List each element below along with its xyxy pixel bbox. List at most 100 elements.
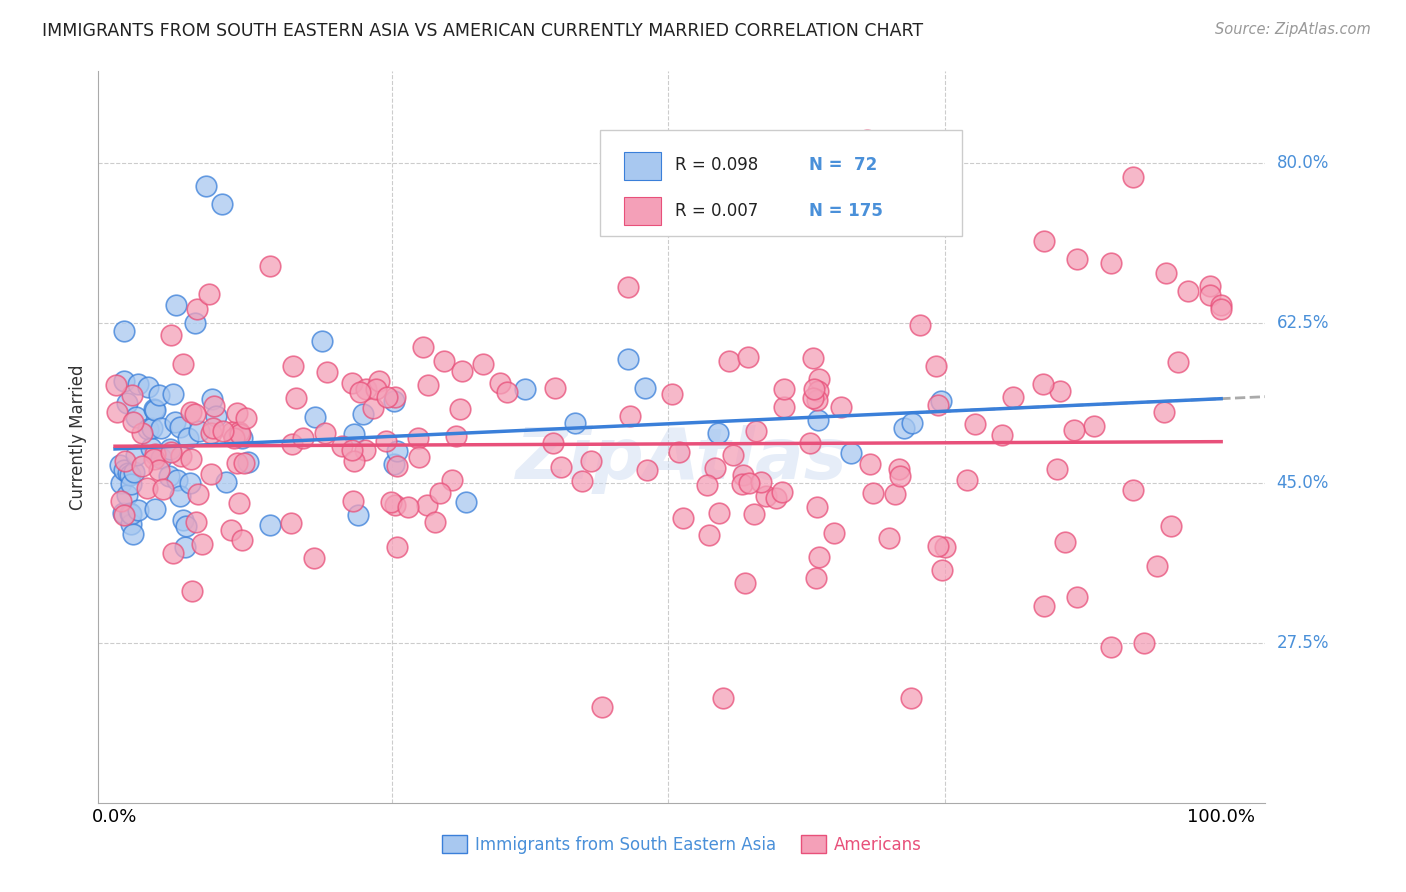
Point	[963, 417, 986, 431]
Point	[172, 512, 194, 526]
Point	[122, 415, 145, 429]
Text: N =  72: N = 72	[808, 156, 877, 174]
Bar	[624, 152, 661, 180]
Point	[162, 387, 184, 401]
Point	[550, 460, 572, 475]
Point	[221, 425, 243, 439]
Point	[112, 508, 135, 522]
FancyBboxPatch shape	[600, 130, 962, 235]
Point	[259, 260, 281, 274]
Point	[1146, 559, 1168, 574]
Point	[749, 475, 772, 490]
Point	[375, 390, 398, 404]
Point	[194, 178, 217, 193]
Point	[174, 518, 197, 533]
Point	[742, 508, 765, 522]
Point	[927, 540, 949, 554]
Point	[120, 506, 142, 520]
Point	[136, 422, 159, 436]
Point	[180, 405, 202, 419]
Point	[215, 475, 238, 489]
Point	[141, 420, 163, 434]
Point	[1033, 234, 1056, 248]
Point	[143, 402, 166, 417]
Point	[110, 458, 132, 472]
Point	[807, 372, 830, 386]
Point	[697, 527, 720, 541]
Point	[226, 456, 249, 470]
Point	[823, 526, 845, 541]
Point	[311, 334, 333, 348]
Point	[197, 287, 219, 301]
Point	[111, 506, 134, 520]
Point	[229, 426, 252, 441]
Point	[1066, 590, 1088, 604]
Point	[354, 442, 377, 457]
Point	[122, 465, 145, 479]
Point	[115, 488, 138, 502]
Point	[162, 546, 184, 560]
Point	[231, 533, 253, 548]
Point	[1153, 404, 1175, 418]
Point	[165, 415, 187, 429]
Point	[184, 515, 207, 529]
Point	[839, 446, 862, 460]
Point	[934, 540, 956, 554]
Point	[731, 477, 754, 491]
Point	[364, 382, 387, 396]
Point	[696, 478, 718, 492]
Point	[347, 508, 370, 522]
Point	[343, 427, 366, 442]
Point	[709, 507, 731, 521]
Point	[927, 398, 949, 412]
Point	[141, 441, 163, 455]
Point	[120, 477, 142, 491]
Point	[1132, 636, 1154, 650]
Point	[148, 463, 170, 477]
Point	[1049, 384, 1071, 398]
Point	[231, 431, 253, 445]
Point	[105, 377, 128, 392]
Point	[543, 381, 565, 395]
Point	[169, 420, 191, 434]
Point	[1199, 279, 1222, 293]
Text: N = 175: N = 175	[808, 202, 883, 219]
Point	[859, 458, 882, 472]
Text: R = 0.007: R = 0.007	[675, 202, 758, 219]
Point	[770, 484, 793, 499]
Point	[541, 436, 564, 450]
Point	[112, 463, 135, 477]
Point	[515, 382, 537, 396]
Point	[226, 407, 249, 421]
Point	[1063, 423, 1085, 437]
Point	[191, 537, 214, 551]
Point	[406, 431, 429, 445]
Point	[731, 468, 754, 483]
Point	[634, 381, 657, 395]
Point	[721, 448, 744, 462]
Point	[429, 486, 451, 500]
Point	[1046, 462, 1069, 476]
Text: 80.0%: 80.0%	[1277, 153, 1329, 172]
Point	[803, 382, 825, 396]
Point	[143, 502, 166, 516]
Point	[232, 456, 254, 470]
Point	[616, 351, 638, 366]
Point	[169, 489, 191, 503]
Point	[340, 376, 363, 391]
Point	[617, 280, 640, 294]
Point	[159, 327, 181, 342]
Point	[738, 475, 761, 490]
Point	[183, 316, 205, 330]
Point	[423, 515, 446, 529]
Point	[149, 450, 172, 465]
Text: ZipAtlas: ZipAtlas	[516, 425, 848, 493]
Point	[990, 428, 1012, 442]
Point	[801, 351, 824, 366]
Point	[1099, 256, 1122, 270]
Point	[799, 436, 821, 450]
Point	[806, 571, 828, 585]
Point	[830, 401, 852, 415]
Point	[280, 516, 302, 530]
Point	[157, 468, 180, 483]
